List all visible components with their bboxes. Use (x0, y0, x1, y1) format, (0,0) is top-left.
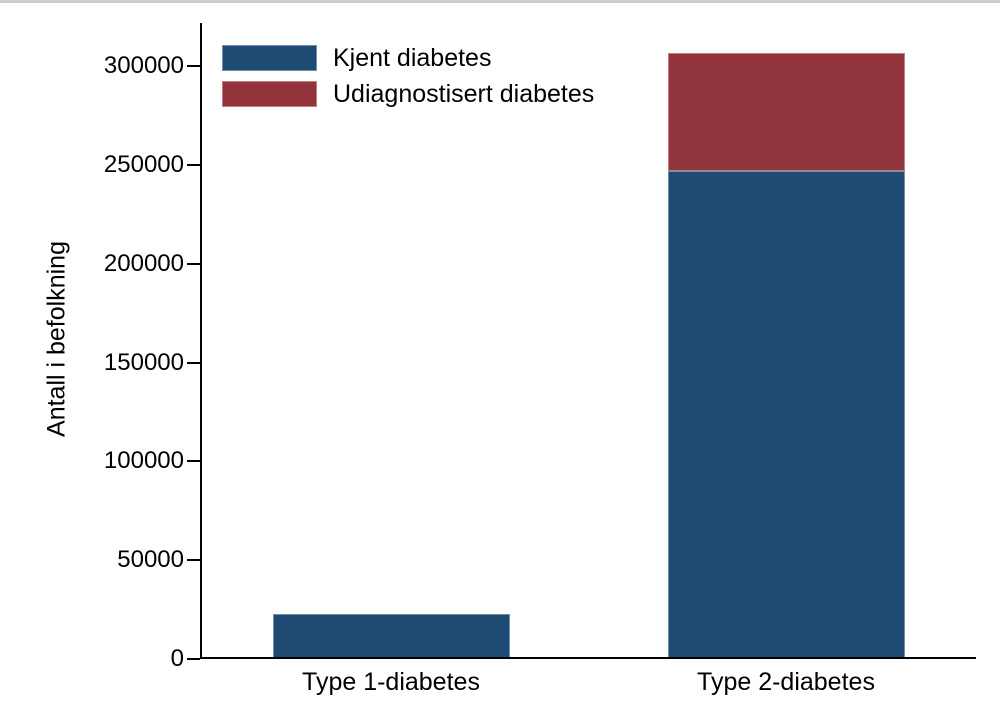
x-axis-line (200, 657, 976, 659)
top-rule (0, 0, 1000, 3)
x-category-label: Type 1-diabetes (302, 668, 480, 696)
y-tick-label: 50000 (117, 546, 184, 574)
y-tick-mark (187, 559, 200, 562)
y-tick-label: 250000 (103, 151, 184, 179)
y-tick-mark (187, 262, 200, 265)
y-tick-label: 100000 (103, 447, 184, 475)
legend-swatch (222, 45, 317, 71)
legend: Kjent diabetes Udiagnostisert diabetes (222, 45, 594, 117)
bar-segment (272, 613, 510, 659)
legend-row: Kjent diabetes (222, 45, 594, 71)
legend-swatch (222, 81, 317, 107)
legend-row: Udiagnostisert diabetes (222, 81, 594, 107)
y-tick-mark (187, 361, 200, 364)
y-tick-mark (187, 658, 200, 660)
y-axis-line (200, 23, 202, 659)
legend-label: Udiagnostisert diabetes (333, 80, 595, 108)
y-tick-mark (187, 164, 200, 167)
y-tick-label: 150000 (103, 348, 184, 376)
y-tick-label: 300000 (103, 52, 184, 80)
y-tick-label: 200000 (103, 249, 184, 277)
y-tick-mark (187, 65, 200, 68)
bar-segment (667, 52, 905, 172)
x-category-label: Type 2-diabetes (697, 668, 875, 696)
y-tick-mark (187, 460, 200, 463)
legend-label: Kjent diabetes (333, 44, 492, 72)
bar-segment (667, 171, 905, 659)
y-tick-label: 0 (170, 645, 184, 672)
